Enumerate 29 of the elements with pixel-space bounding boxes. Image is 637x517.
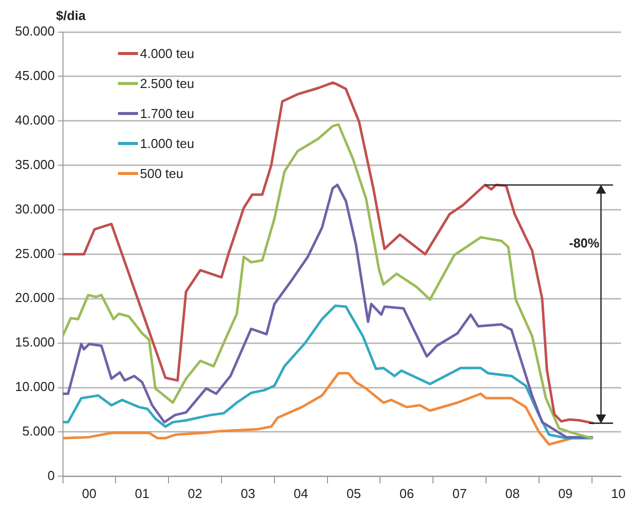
y-tick-label: 45.000 [14, 68, 55, 84]
x-tick-label: 03 [240, 486, 256, 501]
x-tick-label: 05 [346, 486, 362, 501]
legend-label: 500 teu [140, 166, 184, 180]
legend-label: 1.000 teu [140, 136, 194, 150]
x-tick-label: 02 [188, 486, 202, 501]
x-tick-label: 06 [399, 486, 414, 501]
legend-label: 4.000 teu [140, 46, 194, 60]
x-tick-label: 10 [611, 486, 626, 501]
y-tick-label: 30.000 [14, 201, 55, 216]
x-tick-label: 00 [82, 486, 96, 501]
y-tick-label: 25.000 [14, 246, 55, 261]
x-tick-label: 07 [452, 486, 467, 501]
y-tick-label: 15.000 [14, 334, 55, 350]
legend-label: 1.700 teu [140, 106, 194, 120]
y-tick-label: 50.000 [14, 24, 55, 39]
x-tick-label: 09 [558, 486, 573, 501]
y-tick-label: 40.000 [14, 112, 55, 128]
y-tick-label: 5.000 [22, 424, 55, 439]
y-tick-label: 20.000 [14, 290, 55, 306]
y-tick-label: 0 [48, 468, 55, 483]
y-axis-title: $/dia [56, 8, 86, 23]
y-tick-label: 35.000 [14, 156, 55, 172]
x-tick-label: 04 [294, 486, 308, 501]
x-tick-label: 01 [134, 486, 150, 501]
legend-label: 2.500 teu [140, 76, 194, 90]
x-tick-label: 08 [505, 486, 520, 501]
annotation: -80% [569, 236, 600, 251]
y-tick-label: 10.000 [14, 379, 55, 394]
